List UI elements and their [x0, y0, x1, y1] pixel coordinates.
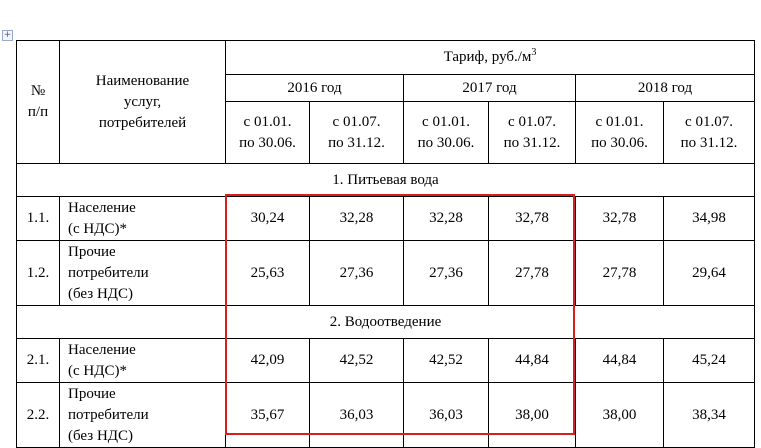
period-header: с 01.07. по 31.12.	[488, 101, 576, 164]
tariff-value: 36,03	[403, 382, 489, 448]
tariff-value: 32,28	[309, 196, 404, 241]
tariff-value: 45,24	[663, 338, 755, 383]
tariff-value: 42,09	[225, 338, 310, 383]
consumer-name: Население (с НДС)*	[59, 196, 226, 241]
tariff-value: 29,64	[663, 240, 755, 306]
tariff-value: 35,67	[225, 382, 310, 448]
row-number: 1.2.	[16, 240, 60, 306]
year-header-2016: 2016 год	[225, 74, 404, 102]
period-header: с 01.07. по 31.12.	[309, 101, 404, 164]
section-title: 1. Питьевая вода	[16, 163, 755, 197]
tariff-table: № п/п Наименование услуг, потребителей Т…	[16, 40, 755, 448]
tariff-value: 27,78	[575, 240, 664, 306]
tariff-value: 42,52	[403, 338, 489, 383]
tariff-value: 27,36	[309, 240, 404, 306]
tariff-value: 36,03	[309, 382, 404, 448]
tariff-value: 38,00	[488, 382, 576, 448]
tariff-value: 25,63	[225, 240, 310, 306]
consumer-name: Прочие потребители (без НДС)	[59, 382, 226, 448]
year-header-2017: 2017 год	[403, 74, 576, 102]
tariff-value: 32,78	[575, 196, 664, 241]
tariff-value: 42,52	[309, 338, 404, 383]
tariff-value: 27,78	[488, 240, 576, 306]
table-row: 1.1. Население (с НДС)* 30,24 32,28 32,28 32,7…	[16, 196, 755, 241]
table-move-handle-icon[interactable]: +	[2, 30, 13, 41]
row-number: 2.1.	[16, 338, 60, 383]
tariff-value: 27,36	[403, 240, 489, 306]
tariff-value: 38,00	[575, 382, 664, 448]
tariff-value: 44,84	[488, 338, 576, 383]
tariff-value: 38,34	[663, 382, 755, 448]
period-header: с 01.07. по 31.12.	[663, 101, 755, 164]
tariff-value: 32,28	[403, 196, 489, 241]
tariff-value: 44,84	[575, 338, 664, 383]
year-header-2018: 2018 год	[575, 74, 755, 102]
row-number: 2.2.	[16, 382, 60, 448]
consumer-name: Прочие потребители (без НДС)	[59, 240, 226, 306]
consumer-name: Население (с НДС)*	[59, 338, 226, 383]
table-row: 2.1. Население (с НДС)* 42,09 42,52 42,52 44,8…	[16, 338, 755, 383]
tariff-value: 32,78	[488, 196, 576, 241]
row-number: 1.1.	[16, 196, 60, 241]
tariff-value: 34,98	[663, 196, 755, 241]
name-header: Наименование услуг, потребителей	[59, 40, 226, 164]
period-header: с 01.01. по 30.06.	[403, 101, 489, 164]
table-row: 1.2. Прочие потребители (без НДС) 25,63 27,36…	[16, 240, 755, 306]
tariff-header: Тариф, руб./м3	[225, 40, 755, 75]
table-row: 2.2. Прочие потребители (без НДС) 35,67 36,03…	[16, 382, 755, 448]
tariff-value: 30,24	[225, 196, 310, 241]
num-header: № п/п	[16, 40, 60, 164]
period-header: с 01.01. по 30.06.	[575, 101, 664, 164]
section-title: 2. Водоотведение	[16, 305, 755, 339]
period-header: с 01.01. по 30.06.	[225, 101, 310, 164]
